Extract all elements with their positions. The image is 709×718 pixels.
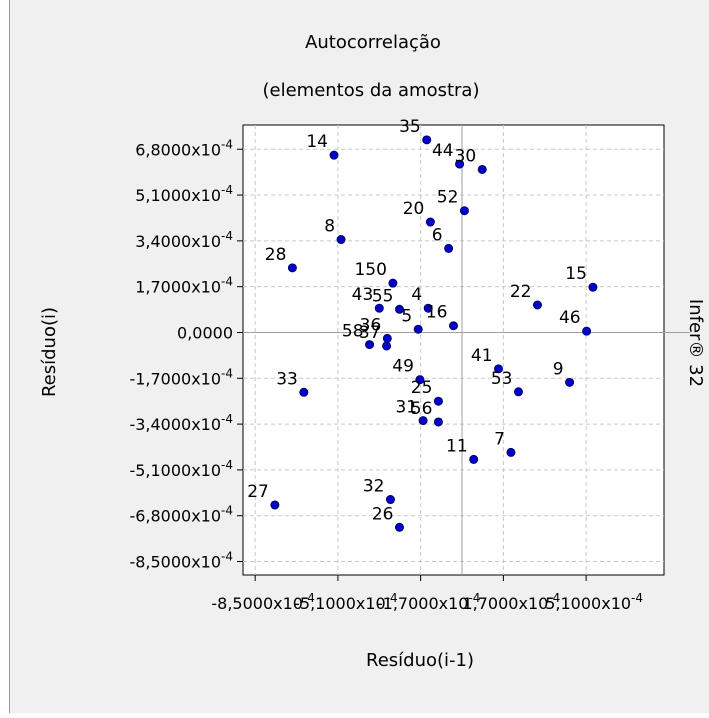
data-point-label: 44 [432, 141, 454, 161]
plot-area [242, 124, 665, 576]
data-point [433, 396, 443, 406]
data-point-label: 27 [247, 482, 269, 502]
data-point-label: 49 [392, 357, 414, 377]
data-point [582, 326, 592, 336]
x-tick-label: 1,7000x10-4 [462, 591, 560, 613]
data-point-label: 7 [494, 429, 505, 449]
data-point-label: 28 [265, 245, 287, 265]
data-point-label: 15 [565, 264, 587, 284]
y-axis: 6,8000x10-4 5,1000x10-4 3,4000x10-4 1,7000x… [129, 137, 243, 572]
data-point [422, 135, 432, 145]
zero-lines [237, 125, 690, 575]
y-tick-label: -5,1000x10-4 [129, 458, 233, 480]
data-point-label: 9 [553, 359, 564, 379]
data-point [385, 495, 395, 505]
data-point-label: 31 [395, 398, 417, 418]
chart-frame: Autocorrelação (elementos da amostra) 6,… [9, 0, 709, 713]
data-point-label: 6 [432, 225, 443, 245]
data-point-label: 37 [359, 323, 381, 343]
data-point [425, 217, 435, 227]
data-point-label: 26 [372, 504, 394, 524]
data-point [455, 159, 465, 169]
data-point-label: 16 [426, 303, 448, 323]
data-point [565, 377, 575, 387]
data-point-label: 8 [324, 217, 335, 237]
data-point-label: 58 [342, 322, 364, 342]
data-point [415, 375, 425, 385]
data-point-label: 32 [363, 477, 385, 497]
y-tick-label: 1,7000x10-4 [135, 275, 233, 297]
x-tick-label: -8,5000x10-4 [211, 591, 315, 613]
y-tick-label: 0,0000 [177, 323, 233, 342]
y-tick-label: -8,5000x10-4 [129, 550, 233, 572]
data-point-label: 43 [352, 285, 374, 305]
data-point-label: 41 [471, 346, 493, 366]
data-point [477, 164, 487, 174]
data-point [329, 150, 339, 160]
data-point [588, 282, 598, 292]
data-point [506, 447, 516, 457]
data-point [513, 387, 523, 397]
chart-title: Autocorrelação [305, 32, 441, 53]
x-axis: -8,5000x10-4-5,1000x10-4-1,7000x10-41,70… [211, 575, 643, 613]
data-point-label: 53 [491, 369, 513, 389]
data-point [532, 300, 542, 310]
data-point-label: 52 [437, 188, 459, 208]
data-point [299, 387, 309, 397]
y-tick-label: 5,1000x10-4 [135, 183, 233, 205]
data-point [459, 206, 469, 216]
data-point-label: 25 [411, 378, 433, 398]
data-point [382, 341, 392, 351]
data-point [444, 243, 454, 253]
data-point [374, 303, 384, 313]
data-point-label: 22 [510, 282, 532, 302]
x-tick-label: 5,1000x10-4 [545, 591, 643, 613]
data-point [365, 340, 375, 350]
data-point [413, 324, 423, 334]
data-point-label: 14 [306, 132, 328, 152]
x-axis-label: Resíduo(i-1) [366, 650, 474, 671]
y-axis-label: Resíduo(i) [39, 307, 60, 397]
data-point [469, 454, 479, 464]
y-tick-label: 3,4000x10-4 [135, 229, 233, 251]
data-point [418, 416, 428, 426]
data-point-label: 56 [411, 399, 433, 419]
data-point-label: 55 [372, 286, 394, 306]
data-point-label: 46 [559, 308, 581, 328]
autocorrelation-chart: Autocorrelação (elementos da amostra) 6,… [39, 32, 706, 671]
data-point-label: 4 [411, 285, 422, 305]
data-point [423, 303, 433, 313]
grid-lines [243, 125, 664, 575]
x-tick-label: -1,7000x10-4 [377, 591, 481, 613]
data-point-label: 35 [399, 117, 421, 137]
y-tick-label: -1,7000x10-4 [129, 366, 233, 388]
data-point-label: 33 [276, 369, 298, 389]
data-point-label: 150 [354, 260, 386, 280]
data-point-label: 36 [360, 315, 382, 335]
y-tick-label: -3,4000x10-4 [129, 412, 233, 434]
chart-subtitle: (elementos da amostra) [262, 80, 479, 101]
data-point [449, 321, 458, 331]
data-point [494, 364, 504, 374]
data-point [388, 278, 398, 288]
data-point [394, 522, 404, 532]
y-tick-label: -6,8000x10-4 [129, 504, 233, 526]
data-point [433, 417, 443, 427]
data-point-label: 30 [455, 146, 477, 166]
data-point-label: 11 [446, 436, 468, 456]
x-tick-label: -5,1000x10-4 [294, 591, 398, 613]
watermark: Infer® 32 [685, 299, 706, 387]
data-point [382, 333, 392, 343]
data-point-label: 20 [403, 199, 425, 219]
data-point-label: 5 [401, 306, 412, 326]
data-point [394, 304, 404, 314]
y-tick-label: 6,8000x10-4 [135, 137, 233, 159]
data-point [336, 235, 346, 245]
data-point [287, 263, 297, 273]
data-point [270, 500, 280, 510]
